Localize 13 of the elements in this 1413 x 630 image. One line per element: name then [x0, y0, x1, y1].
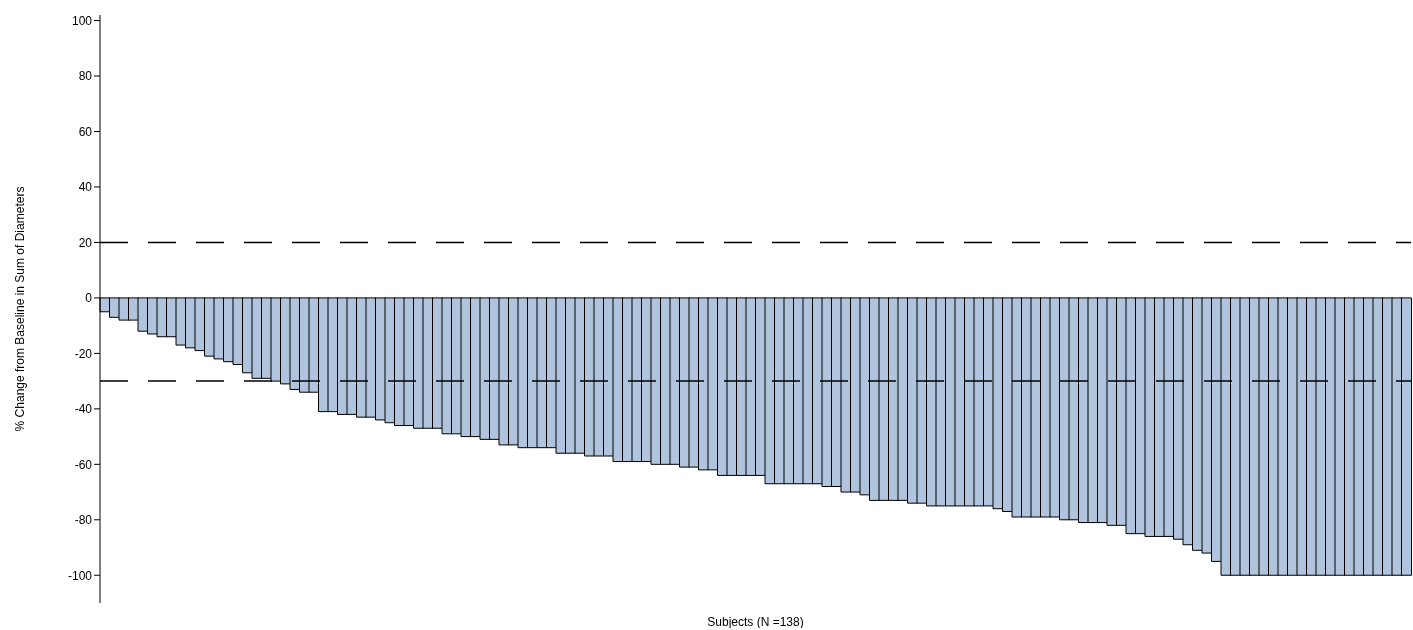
y-tick-label: 20	[78, 235, 93, 250]
y-tick-label: -100	[67, 568, 93, 583]
y-tick-label: 40	[78, 180, 93, 195]
y-tick-label: 80	[78, 69, 93, 84]
y-axis-title: % Change from Baseline in Sum of Diameters	[13, 186, 28, 432]
x-axis-title: Subjects (N =138)	[707, 615, 804, 629]
y-tick-label: -40	[74, 402, 93, 417]
y-tick-label: 0	[85, 291, 93, 306]
y-tick-label: 100	[71, 13, 93, 28]
y-tick-label: -80	[74, 513, 93, 528]
y-tick-label: -60	[74, 457, 93, 472]
y-tick-label: -20	[74, 346, 93, 361]
y-tick-label: 60	[78, 124, 93, 139]
